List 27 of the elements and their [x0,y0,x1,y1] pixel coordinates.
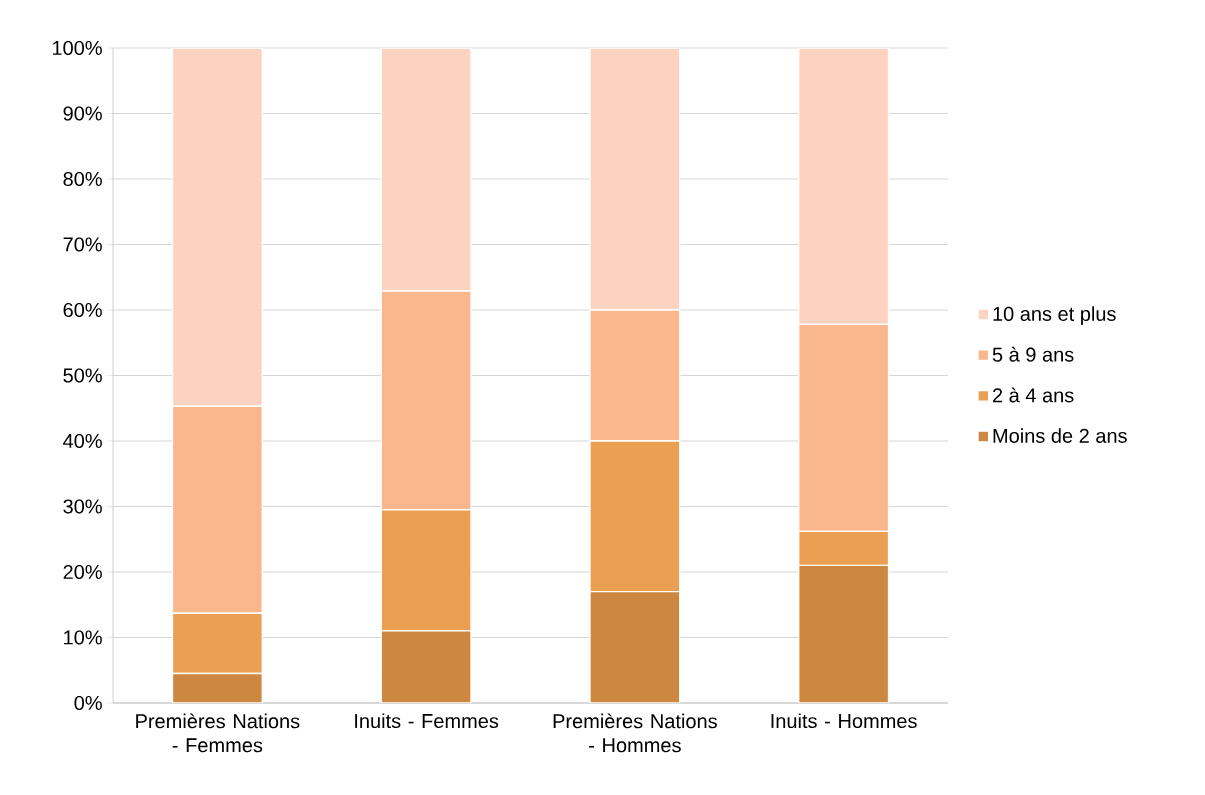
y-tick-label: 70% [63,237,102,252]
x-tick-label: Premières Nations - Femmes [136,713,300,753]
y-tick-label: 90% [63,106,102,121]
legend-label: Moins de 2 ans [993,428,1127,443]
y-tick-label: 10% [64,630,102,645]
y-tick-label: 40% [63,433,102,449]
x-tick-label: Inuits - Femmes [355,713,499,729]
x-tick-label: Inuits - Hommes [771,713,917,729]
y-tick-label: 30% [63,499,102,514]
y-tick-label: 100% [52,40,102,56]
y-tick-label: 0% [74,695,102,711]
legend-label: 10 ans et plus [993,306,1116,325]
bar [380,47,472,292]
bar [380,630,472,703]
x-tick-label: Premières Nations - Hommes [553,713,717,753]
y-tick-label: 20% [63,564,102,580]
y-tick-label: 50% [63,368,102,383]
bar [171,47,263,407]
y-tick-label: 80% [63,171,102,187]
bar [589,590,681,703]
bar [171,672,263,703]
legend-label: 5 à 9 ans [992,346,1074,362]
bar [798,47,890,326]
bar [798,564,890,703]
bar [589,47,681,311]
y-tick-label: 60% [63,302,102,318]
legend-label: 2 à 4 ans [992,387,1074,403]
